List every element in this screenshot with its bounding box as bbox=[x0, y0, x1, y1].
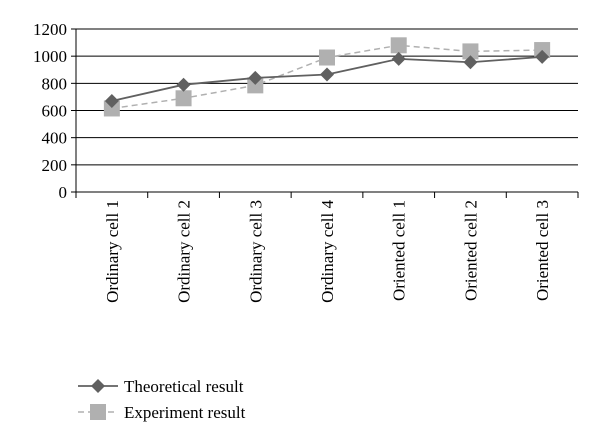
data-point bbox=[103, 100, 120, 117]
y-tick-label: 800 bbox=[42, 74, 68, 93]
legend-diamond-marker bbox=[91, 379, 105, 393]
data-point bbox=[391, 51, 406, 66]
series-experiment bbox=[103, 37, 551, 117]
data-point bbox=[463, 55, 478, 70]
legend-label: Experiment result bbox=[124, 403, 246, 422]
legend-label: Theoretical result bbox=[124, 377, 244, 396]
y-tick-label: 200 bbox=[42, 156, 68, 175]
y-tick-label: 1000 bbox=[33, 47, 67, 66]
y-tick-label: 0 bbox=[59, 183, 68, 202]
y-tick-label: 1200 bbox=[33, 20, 67, 39]
legend-square-marker bbox=[90, 404, 106, 420]
legend: Theoretical result Experiment result bbox=[78, 377, 246, 422]
series-theoretical bbox=[104, 49, 550, 108]
x-category-label: Oriented cell 1 bbox=[390, 200, 409, 301]
data-point bbox=[175, 90, 192, 107]
legend-item: Theoretical result bbox=[78, 377, 244, 396]
y-tick-label: 400 bbox=[42, 129, 68, 148]
x-category-label: Ordinary cell 3 bbox=[246, 200, 265, 303]
y-tick-label: 600 bbox=[42, 102, 68, 121]
data-point bbox=[320, 67, 334, 82]
data-point bbox=[319, 49, 335, 66]
x-category-label: Ordinary cell 2 bbox=[175, 200, 194, 303]
data-point bbox=[390, 37, 407, 54]
data-point bbox=[462, 43, 479, 60]
axes bbox=[75, 29, 579, 198]
data-point bbox=[535, 49, 550, 64]
series-layer bbox=[103, 37, 551, 117]
legend-item: Experiment result bbox=[78, 403, 246, 422]
y-axis-ticks: 0 200 400 600 800 1000 1200 bbox=[33, 20, 76, 202]
data-point bbox=[248, 70, 263, 85]
data-point bbox=[247, 77, 264, 94]
x-category-label: Oriented cell 3 bbox=[533, 200, 552, 301]
x-axis-labels: Ordinary cell 1 Ordinary cell 2 Ordinary c… bbox=[103, 200, 552, 303]
data-point bbox=[176, 77, 191, 92]
x-category-label: Ordinary cell 4 bbox=[318, 200, 337, 303]
x-category-label: Oriented cell 2 bbox=[461, 200, 480, 301]
data-point bbox=[104, 93, 119, 108]
x-category-label: Ordinary cell 1 bbox=[103, 200, 122, 303]
